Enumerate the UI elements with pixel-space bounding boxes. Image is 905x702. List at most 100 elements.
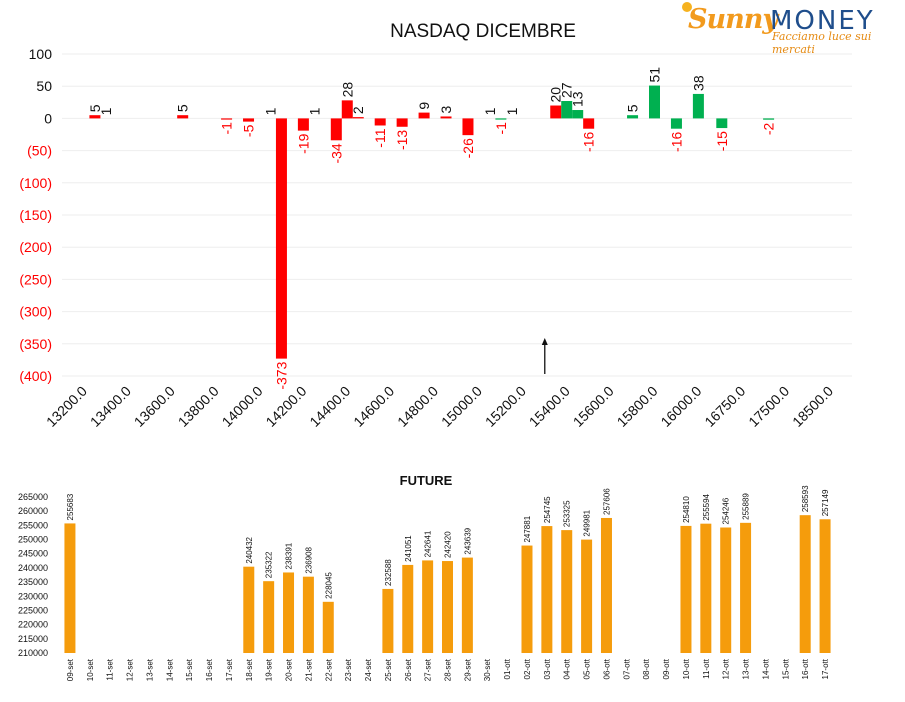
bar bbox=[462, 118, 474, 136]
bar bbox=[322, 601, 334, 653]
y-axis: 210000 215000 220000 225000 230000 235000 2400… bbox=[18, 492, 48, 658]
bar bbox=[243, 118, 255, 122]
x-tick-label: 27-set bbox=[424, 658, 433, 681]
data-label: 255889 bbox=[742, 493, 751, 520]
data-label: 1 bbox=[262, 107, 278, 115]
bar bbox=[627, 115, 639, 119]
x-tick-label: 13800.0 bbox=[175, 383, 222, 430]
x-tick-label: 30-set bbox=[483, 658, 492, 681]
bar bbox=[819, 519, 831, 653]
data-label: -11 bbox=[372, 128, 388, 147]
x-tick-label: 03-ott bbox=[543, 658, 552, 679]
data-label: 1 bbox=[482, 107, 498, 115]
data-label: 1 bbox=[306, 107, 322, 115]
data-label: 9 bbox=[416, 102, 432, 110]
data-label: -16 bbox=[581, 131, 597, 151]
bar bbox=[177, 115, 189, 119]
y-tick-label: 220000 bbox=[18, 620, 48, 630]
data-label: -15 bbox=[714, 131, 730, 151]
x-tick-label: 14800.0 bbox=[394, 383, 441, 430]
data-label: 257606 bbox=[602, 488, 611, 515]
bar bbox=[418, 112, 430, 119]
data-label: 1 bbox=[98, 107, 114, 115]
data-label: 255683 bbox=[66, 493, 75, 520]
data-label: 242420 bbox=[444, 531, 453, 558]
x-tick-label: 26-set bbox=[404, 658, 413, 681]
bar bbox=[680, 525, 692, 653]
y-tick-label: 230000 bbox=[18, 591, 48, 601]
x-tick-label: 29-set bbox=[463, 658, 472, 681]
y-tick-label: 235000 bbox=[18, 577, 48, 587]
bar bbox=[581, 539, 593, 653]
x-tick-label: 13200.0 bbox=[43, 383, 90, 430]
x-tick-label: 13-set bbox=[145, 658, 154, 681]
arrow-marker bbox=[541, 338, 548, 374]
x-tick-label: 15-set bbox=[185, 658, 194, 681]
y-tick-label: (50) bbox=[27, 143, 52, 159]
bar bbox=[341, 100, 353, 119]
x-tick-label: 16750.0 bbox=[701, 383, 748, 430]
x-tick-label: 16-ott bbox=[801, 658, 810, 679]
x-tick-label: 17-ott bbox=[821, 658, 830, 679]
bar bbox=[330, 118, 342, 141]
bar bbox=[422, 560, 434, 653]
data-label: 241051 bbox=[404, 535, 413, 562]
x-tick-label: 05-ott bbox=[583, 658, 592, 679]
bar bbox=[243, 566, 255, 653]
data-label: 5 bbox=[175, 104, 191, 112]
data-label: -1 bbox=[219, 122, 235, 135]
bar bbox=[541, 526, 553, 653]
y-tick-label: 0 bbox=[44, 110, 52, 126]
x-tick-label: 18500.0 bbox=[789, 383, 836, 430]
x-tick-label: 22-set bbox=[324, 658, 333, 681]
bar bbox=[716, 118, 728, 129]
bar bbox=[440, 116, 452, 119]
data-label: 2 bbox=[350, 106, 366, 114]
data-label: 5 bbox=[625, 104, 641, 112]
x-tick-label: 13600.0 bbox=[131, 383, 178, 430]
bar bbox=[402, 564, 414, 653]
bar bbox=[799, 515, 811, 653]
data-label: 1 bbox=[504, 107, 520, 115]
x-tick-label: 14600.0 bbox=[350, 383, 397, 430]
x-tick-label: 20-set bbox=[285, 658, 294, 681]
x-tick-label: 15-ott bbox=[781, 658, 790, 679]
sunny-money-logo: Sunny MONEY Facciamo luce sui mercati bbox=[680, 2, 895, 56]
bar bbox=[521, 545, 533, 653]
x-tick-label: 15400.0 bbox=[526, 383, 573, 430]
x-tick-label: 28-set bbox=[444, 658, 453, 681]
arrow-head bbox=[541, 338, 548, 345]
data-label: 3 bbox=[438, 105, 454, 113]
y-tick-label: (250) bbox=[19, 271, 52, 287]
data-label: 238391 bbox=[285, 542, 294, 569]
x-tick-label: 14400.0 bbox=[306, 383, 353, 430]
x-tick-label: 13-ott bbox=[742, 658, 751, 679]
x-axis: 09-set 10-set 11-set 12-set 13-set 14-set 15-s… bbox=[66, 658, 830, 681]
bar bbox=[221, 118, 233, 120]
data-label: 38 bbox=[690, 75, 706, 91]
data-label: 253325 bbox=[563, 500, 572, 527]
x-tick-label: 16000.0 bbox=[657, 383, 704, 430]
y-tick-label: (400) bbox=[19, 368, 52, 384]
y-tick-label: 245000 bbox=[18, 549, 48, 559]
bar bbox=[561, 101, 573, 119]
y-tick-label: 50 bbox=[36, 78, 52, 94]
x-tick-label: 06-ott bbox=[602, 658, 611, 679]
x-tick-label: 23-set bbox=[344, 658, 353, 681]
data-label: 254810 bbox=[682, 496, 691, 523]
bar bbox=[442, 561, 453, 653]
x-axis: 13200.013400.013600.013800.014000.014200… bbox=[43, 383, 836, 430]
data-label: 243639 bbox=[463, 527, 472, 554]
data-label: -5 bbox=[241, 124, 257, 137]
bar bbox=[495, 118, 507, 120]
bar bbox=[297, 118, 309, 131]
x-tick-label: 17500.0 bbox=[745, 383, 792, 430]
y-tick-label: 260000 bbox=[18, 506, 48, 516]
nasdaq-bar-chart: NASDAQ DICEMBRE 100 50 0 (50) (100) (150) (200)… bbox=[19, 21, 852, 430]
data-label: 258593 bbox=[801, 485, 810, 512]
x-tick-label: 10-ott bbox=[682, 658, 691, 679]
x-tick-label: 25-set bbox=[384, 658, 393, 681]
logo-brand-a: Sunny bbox=[688, 4, 778, 35]
y-tick-label: (150) bbox=[19, 207, 52, 223]
